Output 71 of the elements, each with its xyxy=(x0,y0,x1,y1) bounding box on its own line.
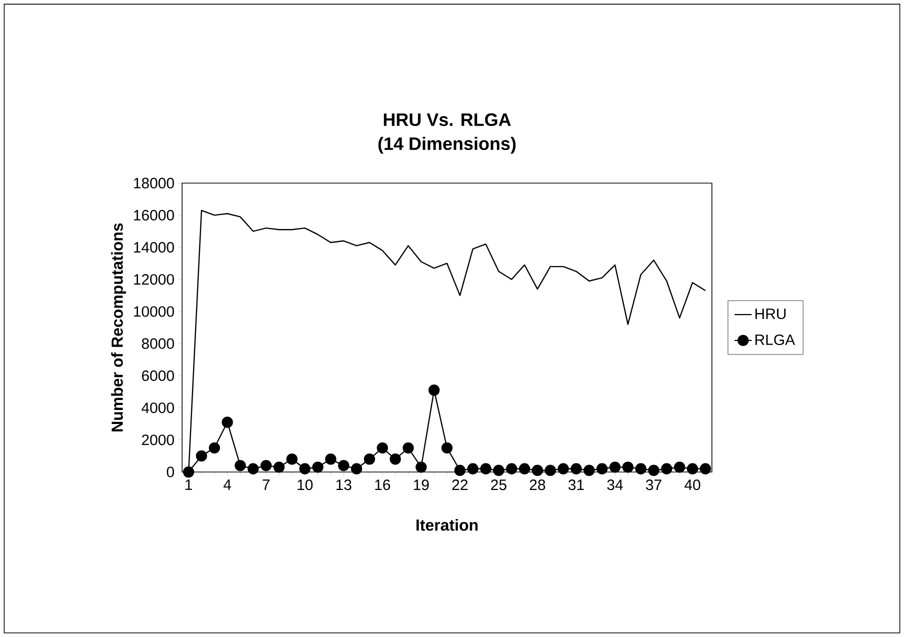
x-tick-label: 34 xyxy=(607,479,623,490)
point xyxy=(273,462,285,473)
point xyxy=(312,462,324,473)
point xyxy=(416,462,427,473)
y-tick-label: 10000 xyxy=(134,306,174,317)
point xyxy=(570,463,582,474)
x-tick-label: 19 xyxy=(414,479,429,490)
legend-label: RLGA xyxy=(755,334,796,346)
point xyxy=(299,463,310,474)
point xyxy=(350,463,362,474)
y-tick-label: 2000 xyxy=(142,434,174,446)
x-tick-label: 7 xyxy=(262,479,270,490)
x-tick-label: 13 xyxy=(336,479,352,490)
x-axis-title: Iteration xyxy=(416,518,478,531)
point xyxy=(402,442,414,454)
point xyxy=(441,442,453,454)
y-axis-title: Number of Recomputations xyxy=(111,223,126,432)
point xyxy=(518,463,530,474)
point xyxy=(248,463,259,474)
y-tick-label: 16000 xyxy=(134,210,174,220)
point xyxy=(544,464,556,476)
point xyxy=(467,463,478,474)
point xyxy=(532,464,544,476)
y-tick-label: 8000 xyxy=(142,338,174,349)
x-tick-label: 28 xyxy=(530,479,546,490)
y-tick-label: 18000 xyxy=(134,178,174,188)
chart-title: HRU Vs. RLGA xyxy=(384,113,511,126)
x-tick-label: 10 xyxy=(298,479,313,490)
chart-subtitle: (14 Dimensions) xyxy=(378,136,516,154)
point xyxy=(234,460,246,472)
point xyxy=(622,462,634,473)
point xyxy=(480,463,492,474)
y-tick-label: 0 xyxy=(166,466,174,478)
point xyxy=(260,460,272,472)
y-tick-label: 6000 xyxy=(142,370,174,381)
point xyxy=(196,450,208,462)
point xyxy=(182,466,194,478)
point xyxy=(674,462,686,473)
y-tick-label: 12000 xyxy=(134,274,174,285)
x-tick-label: 22 xyxy=(452,479,468,490)
point xyxy=(661,463,672,474)
point xyxy=(286,454,298,465)
point xyxy=(584,464,595,476)
point xyxy=(686,463,698,474)
legend-label: HRU xyxy=(755,308,786,320)
point xyxy=(325,454,336,465)
y-tick-label: 14000 xyxy=(134,242,174,253)
point xyxy=(338,460,350,472)
x-tick-label: 37 xyxy=(646,479,662,490)
x-tick-label: 31 xyxy=(568,479,584,490)
point xyxy=(376,442,388,454)
x-tick-label: 25 xyxy=(491,479,506,490)
point xyxy=(609,462,621,473)
point xyxy=(635,463,646,474)
point xyxy=(428,384,440,396)
x-tick-label: 40 xyxy=(684,479,700,490)
point xyxy=(208,442,220,454)
y-tick-label: 4000 xyxy=(142,402,174,414)
point xyxy=(454,464,466,476)
x-tick-label: 1 xyxy=(186,479,192,490)
point xyxy=(700,463,712,474)
point xyxy=(648,464,660,476)
point xyxy=(390,454,401,465)
point xyxy=(364,454,376,465)
point xyxy=(558,463,569,474)
x-tick-label: 4 xyxy=(224,479,232,490)
point xyxy=(222,416,233,428)
point xyxy=(596,463,608,474)
x-tick-label: 16 xyxy=(375,479,390,490)
point xyxy=(493,464,504,476)
point xyxy=(506,463,518,474)
